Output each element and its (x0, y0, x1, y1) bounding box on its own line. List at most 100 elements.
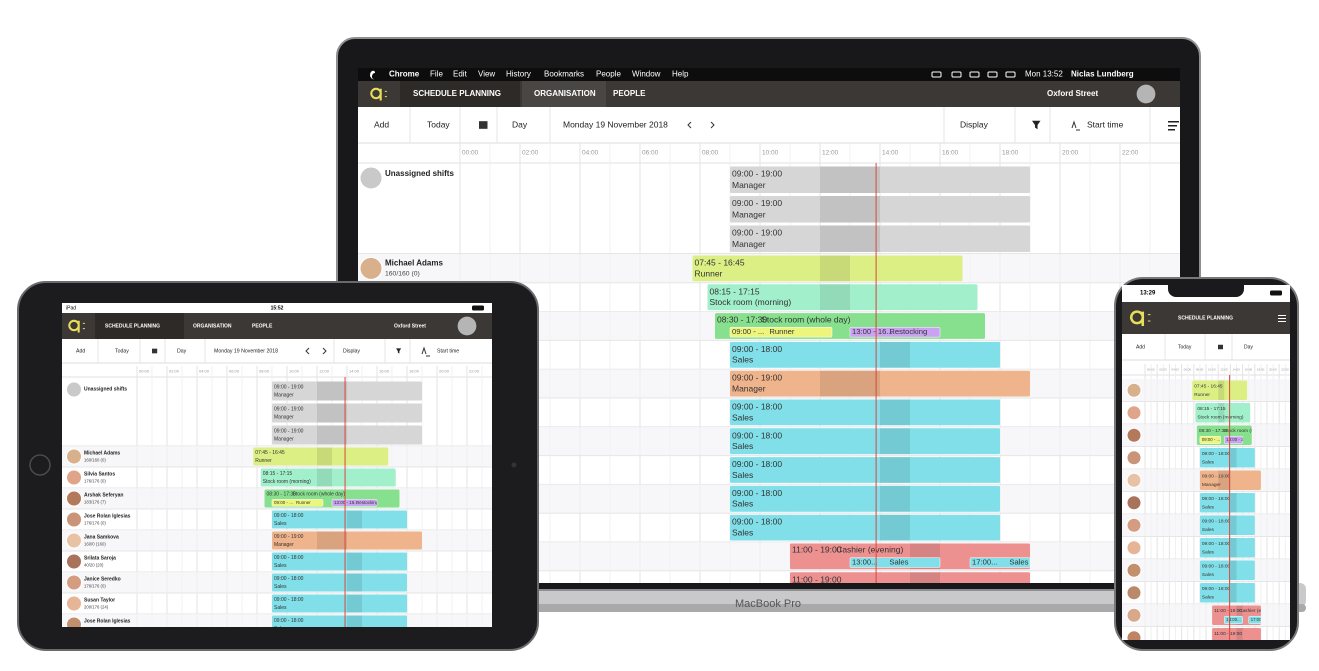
shift-break (820, 166, 880, 193)
sub-shift (969, 557, 1031, 568)
sub-shift (271, 499, 324, 507)
shift-break (880, 485, 910, 512)
shift-time: 09:00 - 18:00 (732, 401, 782, 411)
shift-role: Cashier (evening) (1239, 608, 1277, 614)
employee-hours: 183/176 (7) (84, 499, 106, 504)
shift-time: 08:30 - 17:30 (267, 492, 297, 498)
sub-shift-role: Runner (296, 500, 311, 505)
shift-break (1236, 628, 1243, 640)
employee-hours: 160/0 (160) (84, 541, 106, 546)
filter-icon (396, 348, 402, 354)
employee-name: Silvia Santos (84, 471, 115, 477)
menu-icon (1278, 315, 1286, 316)
avatar (66, 511, 82, 528)
shift-role: Stock room (whole day) (1224, 428, 1275, 434)
employee-hours: 176/176 (0) (84, 583, 106, 588)
hour-label: 14:00 (349, 369, 360, 374)
shift-break (1230, 448, 1237, 468)
shift-bar (1212, 628, 1261, 640)
shift-role: Manager (732, 209, 766, 219)
avatar (1126, 382, 1142, 398)
shift-role: Sales (732, 499, 753, 509)
shift-time: 09:00 - 18:00 (274, 513, 304, 519)
employee-hours: 160/160 (0) (84, 457, 106, 462)
shift-time: 09:00 - 18:00 (1202, 564, 1231, 570)
shift-break (1218, 470, 1231, 490)
employee-name: Susan Taylor (84, 597, 115, 603)
avatar (1126, 562, 1142, 578)
shift-role: Sales (274, 563, 287, 569)
employee-name: Michael Adams (84, 450, 120, 456)
shift-role: Manager (732, 239, 766, 249)
menu-item: People (596, 70, 621, 79)
avatar (359, 166, 383, 190)
shift-bar (1199, 538, 1255, 558)
hour-label: 12:00 (319, 369, 330, 374)
phone-screen: 13:29 SCHEDULE PLANNING Add Today Day 00:00 02… (1122, 285, 1290, 640)
employee-name: Srilata Saroja (84, 555, 116, 561)
logo (370, 87, 387, 101)
sub-shift-label-box: 17:00... Sales (972, 558, 1029, 567)
toolbar-view: Day (177, 348, 187, 354)
menu-user: Niclas Lundberg (1071, 70, 1134, 79)
calendar-icon (1218, 344, 1223, 350)
shift-role: Cashier (evening) (836, 545, 903, 555)
shift-role: Manager (1202, 482, 1221, 488)
shift-role: Sales (1202, 594, 1215, 600)
sub-shift-role: Sales (889, 558, 908, 567)
shift-break (347, 573, 362, 592)
shift-time: 09:00 - 18:00 (274, 555, 304, 561)
employee-hours: 200/176 (24) (84, 604, 109, 609)
shift-break (1230, 515, 1237, 535)
menu-item: Edit (453, 70, 468, 79)
menu-item: View (478, 70, 495, 79)
hour-label: 16:00 (942, 150, 959, 157)
shift-break (1218, 380, 1225, 400)
filter-icon (1032, 120, 1041, 130)
shift-time: 08:15 - 17:15 (1197, 406, 1226, 412)
hour-label: 00:00 (139, 369, 150, 374)
shift-bar (730, 428, 1000, 455)
avatar (1126, 472, 1142, 488)
shift-time: 09:00 - 19:00 (732, 228, 782, 238)
shift-role: Stock room (whole day) (293, 492, 346, 498)
toolbar-date: Monday 19 November 2018 (214, 348, 278, 354)
shift-time: 09:00 - 18:00 (274, 576, 304, 582)
status-icon (987, 71, 998, 78)
shift-time: 09:00 - 18:00 (732, 430, 782, 440)
menu-item: History (506, 70, 531, 79)
shift-bar (272, 573, 407, 592)
shift-label-box: 11:00 - 19:00 Cashier (evening) (1214, 631, 1252, 640)
shift-time: 09:00 - 18:00 (732, 344, 782, 354)
shift-time: 09:00 - 19:00 (274, 385, 304, 391)
sub-shift-time: 17:00... (1251, 617, 1265, 622)
toolbar-add: Add (1136, 344, 1145, 350)
sub-shift-label-box: 13:00 - 16...Restocking (1226, 437, 1242, 442)
nav-location: Oxford Street (394, 323, 426, 329)
shift-break (317, 468, 332, 487)
employee-hours: 40/20 (20) (84, 562, 104, 567)
shift-bar (272, 552, 407, 571)
shift-break (347, 615, 362, 627)
shift-bar (730, 225, 1030, 252)
shift-time: 09:00 - 18:00 (732, 517, 782, 527)
shift-label-box: 09:00 - 19:00 Manager (274, 534, 304, 548)
sub-shift (1224, 435, 1243, 444)
avatar (66, 595, 82, 612)
tablet-screen: iPad 15:52 SCHEDULE PLANNING ORGANISATION PE… (62, 303, 492, 627)
shift-bar (272, 510, 407, 529)
employee-name: Unassigned shifts (84, 386, 127, 392)
shift-bar (272, 594, 407, 613)
hour-label: 04:00 (582, 150, 599, 157)
battery-icon (1270, 290, 1282, 296)
shift-role: Manager (274, 393, 294, 399)
shift-role: Sales (1202, 527, 1215, 533)
status-clock: 15:52 (271, 305, 284, 311)
shift-time: 08:15 - 17:15 (710, 286, 760, 296)
shift-time: 09:00 - 18:00 (1202, 451, 1231, 457)
